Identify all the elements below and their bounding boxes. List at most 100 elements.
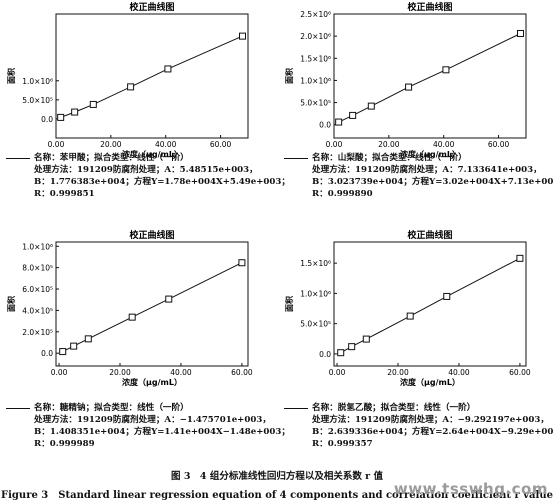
plot-frame <box>55 13 249 139</box>
fit-info: 名称：苯甲酸；拟合类型：线性（一阶） 处理方法：191209防腐剂处理；A：5.… <box>4 152 290 200</box>
calibration-panel-sorbic-acid: 校正曲线图 0.0 5.0×10⁵ 1.0×10⁶ 1.5×10⁶ 2.0×10⁶ 2.5×… <box>282 0 554 232</box>
data-point <box>516 254 524 262</box>
legend-line <box>6 408 30 409</box>
x-tick-label: 60.00 <box>509 368 531 377</box>
data-point <box>348 343 356 351</box>
x-axis-label: 浓度（μg/mL） <box>122 377 182 387</box>
fit-info-line: 处理方法：191209防腐剂处理；A：−9.292197e+003， <box>312 415 549 425</box>
x-axis-label: 浓度（μg/mL） <box>400 377 460 387</box>
y-tick-label: 1.0×10⁶ <box>300 76 331 85</box>
data-point <box>367 102 375 110</box>
calibration-panel-benzoic-acid: 校正曲线图 0.0 5.0×10⁵ 1.0×10⁶ 0.00 20.00 40.00 60.0… <box>4 0 290 232</box>
data-point <box>238 259 246 267</box>
chart-title: 校正曲线图 <box>407 229 452 241</box>
calibration-panel-saccharin-sodium: 校正曲线图 0.0 2.0×10⁵ 4.0×10⁵ 6.0×10⁵ 8.0×10⁵ 1.0×… <box>4 228 290 460</box>
y-tick-label: 0.0 <box>319 121 331 130</box>
fit-info-line: R：0.999890 <box>312 189 373 199</box>
chart-title: 校正曲线图 <box>129 229 174 241</box>
y-tick-label: 0.0 <box>319 350 331 359</box>
data-point <box>337 349 345 357</box>
x-tick-label: 20.00 <box>109 368 131 377</box>
figure-caption-en: Figure 3 Standard linear regression equa… <box>1 490 553 501</box>
x-tick-label: 60.00 <box>231 368 253 377</box>
plot-frame <box>55 241 249 367</box>
calibration-chart: 校正曲线图 0.0 2.0×10⁵ 4.0×10⁵ 6.0×10⁵ 8.0×10⁵ 1.0×… <box>6 229 253 387</box>
fit-info-line: 名称：山梨酸；拟合类型：线性（一阶） <box>312 153 467 163</box>
series-line <box>338 33 521 123</box>
calibration-chart: 校正曲线图 0.0 5.0×10⁵ 1.0×10⁶ 0.00 20.00 40.00 60.0… <box>6 1 249 159</box>
data-point <box>57 113 65 121</box>
fit-info-line: B：1.408351e+004；方程Y=1.41e+004X−1.48e+003… <box>34 427 290 437</box>
y-tick-label: 8.0×10⁵ <box>22 264 53 273</box>
y-tick-label: 0.0 <box>41 115 53 124</box>
series-line <box>60 35 243 118</box>
y-tick-label: 2.0×10⁶ <box>300 32 331 41</box>
x-tick-label: 0.00 <box>48 140 65 149</box>
fit-info-line: 名称：糖精钠；拟合类型：线性（一阶） <box>34 403 189 413</box>
data-point <box>165 295 173 303</box>
x-tick-label: 40.00 <box>448 368 470 377</box>
x-tick-label: 20.00 <box>100 140 122 149</box>
y-tick-label: 5.0×10⁵ <box>22 96 53 105</box>
fit-info: 名称：糖精钠；拟合类型：线性（一阶） 处理方法：191209防腐剂处理；A：−1… <box>4 402 290 450</box>
x-tick-label: 40.00 <box>155 140 177 149</box>
figure-caption-cn: 图 3 4 组分标准线性回归方程以及相关系数 r 值 <box>171 471 383 482</box>
calibration-panel-dehydroacetic-acid: 校正曲线图 0.0 5.0×10⁵ 1.0×10⁶ 1.5×10⁶ 0.00 20.00 40… <box>282 228 554 460</box>
fit-info-line: B：1.776383e+004；方程Y=1.78e+004X+5.49e+003… <box>34 177 290 187</box>
legend-line <box>284 158 308 159</box>
fit-info-line: 名称：苯甲酸；拟合类型：线性（一阶） <box>34 153 189 163</box>
data-point <box>349 111 357 119</box>
data-point <box>443 292 451 300</box>
watermark: www.tsswhg.com <box>393 480 548 498</box>
y-tick-label: 2.0×10⁵ <box>22 328 53 337</box>
y-tick-label: 1.0×10⁶ <box>300 289 331 298</box>
x-tick-label: 0.00 <box>51 368 68 377</box>
data-point <box>59 348 67 356</box>
y-tick-label: 6.0×10⁵ <box>22 285 53 294</box>
data-point <box>362 335 370 343</box>
x-tick-label: 20.00 <box>378 140 400 149</box>
y-axis-label: 面积 <box>284 296 294 312</box>
data-point <box>84 335 92 343</box>
fit-info-line: 处理方法：191209防腐剂处理；A：−1.475701e+003， <box>34 415 271 425</box>
y-tick-label: 5.0×10⁵ <box>300 99 331 108</box>
y-axis-label: 面积 <box>284 68 294 84</box>
y-tick-label: 1.0×10⁶ <box>22 242 53 251</box>
data-point <box>128 313 136 321</box>
plot-frame <box>333 241 527 367</box>
data-point <box>405 83 413 91</box>
fit-info-line: R：0.999989 <box>34 439 95 449</box>
fit-info: 名称：脱氢乙酸；拟合类型：线性（一阶） 处理方法：191209防腐剂处理；A：−… <box>282 402 554 450</box>
data-point <box>70 342 78 350</box>
y-tick-label: 1.5×10⁶ <box>300 54 331 63</box>
fit-info-line: B：2.639336e+004；方程Y=2.64e+004X−9.29e+003… <box>312 427 554 437</box>
x-tick-label: 40.00 <box>170 368 192 377</box>
legend-line <box>284 408 308 409</box>
calibration-chart: 校正曲线图 0.0 5.0×10⁵ 1.0×10⁶ 1.5×10⁶ 2.0×10⁶ 2.5×… <box>284 1 527 159</box>
fit-info-line: 名称：脱氢乙酸；拟合类型：线性（一阶） <box>312 403 476 413</box>
x-tick-label: 0.00 <box>326 140 343 149</box>
y-axis-label: 面积 <box>6 68 16 84</box>
x-axis-label: 浓度（μg/mL） <box>122 149 182 159</box>
x-axis-label: 浓度（μg/mL） <box>400 149 460 159</box>
data-point <box>164 65 172 73</box>
x-tick-label: 60.00 <box>210 140 232 149</box>
x-tick-label: 40.00 <box>433 140 455 149</box>
data-point <box>335 118 343 126</box>
fit-info-line: 处理方法：191209防腐剂处理；A：5.48515e+003， <box>34 165 258 175</box>
data-point <box>517 29 525 37</box>
y-tick-label: 1.5×10⁶ <box>300 259 331 268</box>
data-point <box>71 108 79 116</box>
y-tick-label: 2.5×10⁶ <box>300 10 331 19</box>
y-tick-label: 0.0 <box>41 349 53 358</box>
data-point <box>239 32 247 40</box>
x-tick-label: 0.00 <box>329 368 346 377</box>
data-point <box>442 66 450 74</box>
data-point <box>89 100 97 108</box>
y-tick-label: 5.0×10⁵ <box>300 320 331 329</box>
plot-frame <box>333 13 527 139</box>
fit-info-line: B：3.023739e+004；方程Y=3.02e+004X+7.13e+003… <box>312 177 554 187</box>
fit-info-line: R：0.999357 <box>312 439 373 449</box>
chart-title: 校正曲线图 <box>129 1 174 13</box>
legend-line <box>6 158 30 159</box>
